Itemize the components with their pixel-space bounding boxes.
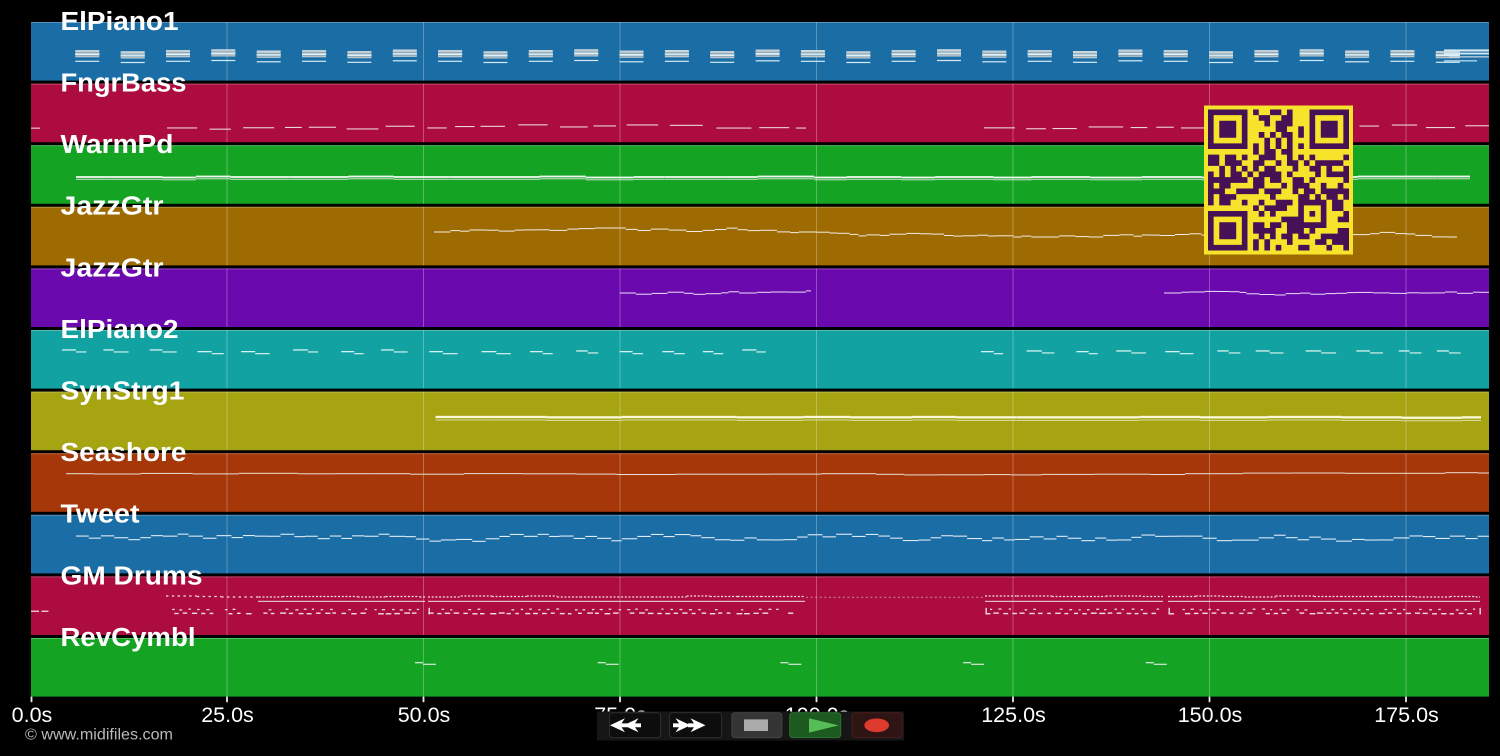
svg-text:125.0s: 125.0s <box>981 703 1046 727</box>
svg-text:50.0s: 50.0s <box>398 703 451 727</box>
svg-text:SynStrg1: SynStrg1 <box>61 378 185 406</box>
svg-text:25.0s: 25.0s <box>201 703 254 727</box>
svg-text:150.0s: 150.0s <box>1178 703 1243 727</box>
svg-text:Seashore: Seashore <box>61 439 187 467</box>
svg-text:© www.midifiles.com: © www.midifiles.com <box>25 727 173 744</box>
svg-text:ElPiano1: ElPiano1 <box>61 8 179 36</box>
svg-text:FngrBass: FngrBass <box>61 70 187 98</box>
svg-text:JazzGtr: JazzGtr <box>61 254 164 282</box>
svg-text:GM Drums: GM Drums <box>61 562 203 590</box>
svg-text:Tweet: Tweet <box>61 501 141 529</box>
svg-text:ElPiano2: ElPiano2 <box>61 316 179 344</box>
svg-text:JazzGtr: JazzGtr <box>61 193 164 221</box>
svg-text:WarmPd: WarmPd <box>61 131 174 159</box>
svg-text:0.0s: 0.0s <box>12 703 53 727</box>
svg-text:175.0s: 175.0s <box>1374 703 1439 727</box>
svg-text:RevCymbl: RevCymbl <box>61 624 196 652</box>
